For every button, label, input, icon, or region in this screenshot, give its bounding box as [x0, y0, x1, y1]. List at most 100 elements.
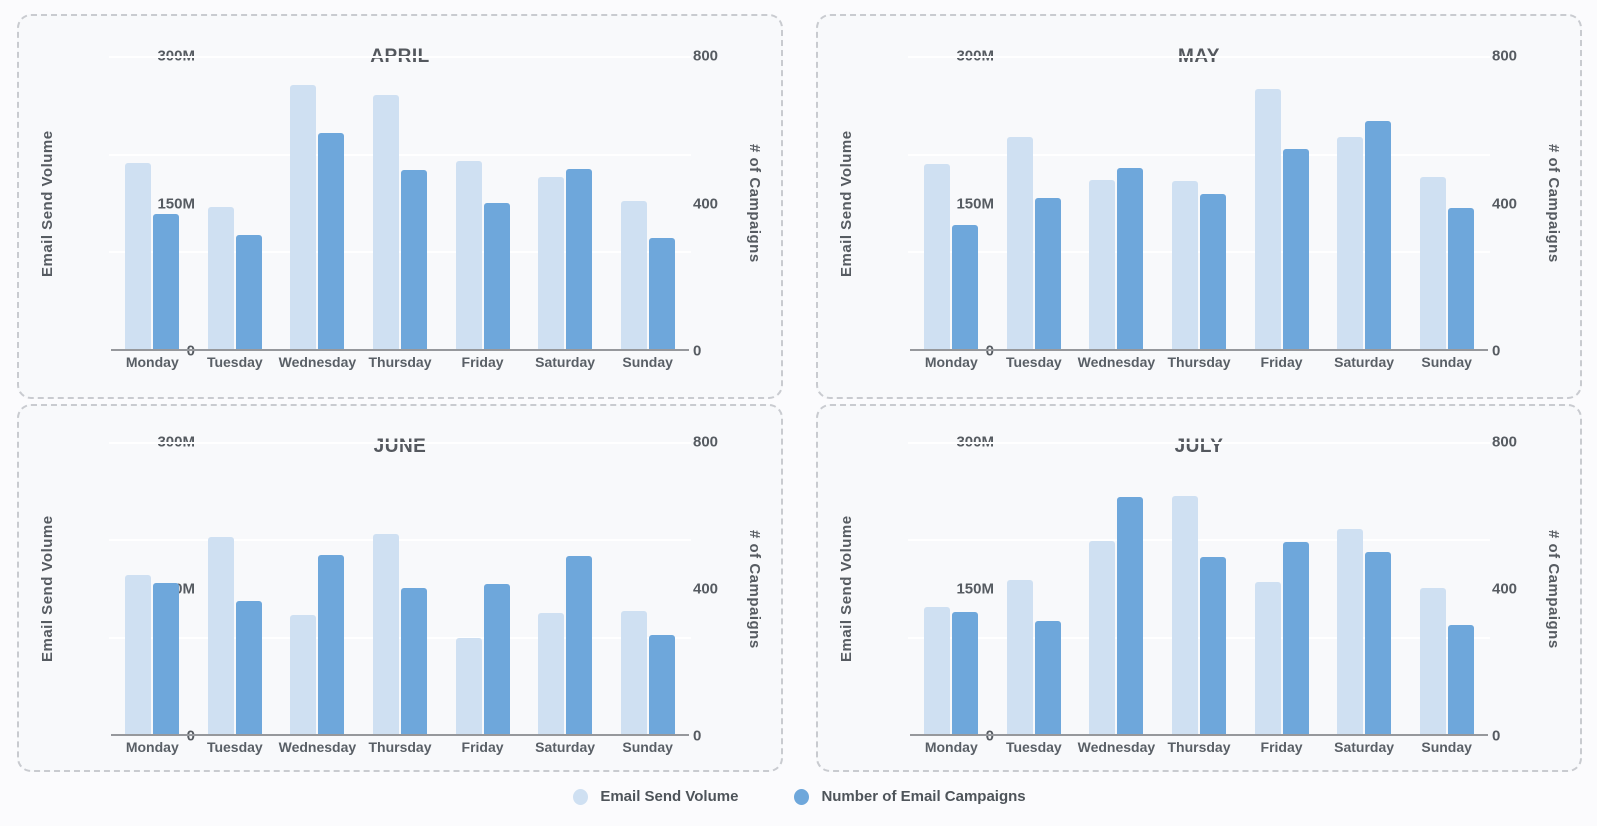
bar-email-send-volume-monday[interactable] [125, 163, 152, 349]
bar-email-send-volume-wednesday[interactable] [1089, 180, 1116, 349]
bar-email-send-volume-saturday[interactable] [538, 177, 565, 349]
bar-campaigns-monday[interactable] [153, 582, 180, 734]
bar-group-monday: Monday [924, 442, 979, 755]
bar-email-send-volume-thursday[interactable] [1171, 181, 1198, 349]
bar-group-wednesday: Wednesday [279, 442, 356, 755]
x-tick-label: Friday [1260, 739, 1303, 755]
right-axis-tick: 0 [693, 342, 702, 360]
bar-campaigns-thursday[interactable] [400, 169, 427, 349]
bar-group-monday: Monday [924, 56, 979, 370]
bar-email-send-volume-sunday[interactable] [1419, 177, 1446, 349]
bar-campaigns-tuesday[interactable] [1034, 198, 1061, 349]
bar-campaigns-tuesday[interactable] [235, 601, 262, 734]
bar-group-wednesday: Wednesday [1078, 56, 1155, 370]
bar-group-tuesday: Tuesday [207, 56, 263, 370]
bar-campaigns-sunday[interactable] [648, 238, 675, 349]
bar-group-thursday: Thursday [1167, 56, 1230, 370]
bar-campaigns-thursday[interactable] [400, 588, 427, 734]
bar-group-monday: Monday [125, 442, 180, 755]
bar-email-send-volume-sunday[interactable] [620, 200, 647, 349]
bar-campaigns-monday[interactable] [952, 612, 979, 734]
bar-campaigns-saturday[interactable] [1365, 552, 1392, 734]
bar-campaigns-sunday[interactable] [1447, 207, 1474, 349]
bar-email-send-volume-sunday[interactable] [1419, 588, 1446, 734]
right-axis-ticks: 800 400 0 [693, 48, 779, 360]
bar-email-send-volume-monday[interactable] [924, 164, 951, 349]
bar-campaigns-thursday[interactable] [1199, 556, 1226, 734]
bar-email-send-volume-tuesday[interactable] [1006, 580, 1033, 734]
plot-area: Monday Tuesday Wednesday Thursday Friday Satu… [109, 442, 691, 755]
bar-email-send-volume-saturday[interactable] [1337, 137, 1364, 349]
left-axis-ticks: 300M 150M 0 [23, 434, 195, 745]
bar-email-send-volume-friday[interactable] [1254, 582, 1281, 734]
bar-campaigns-tuesday[interactable] [235, 235, 262, 349]
x-tick-label: Tuesday [1005, 354, 1062, 370]
bar-email-send-volume-tuesday[interactable] [207, 537, 234, 734]
legend-label: Email Send Volume [600, 788, 739, 805]
bar-email-send-volume-friday[interactable] [455, 637, 482, 734]
bar-campaigns-friday[interactable] [1282, 149, 1309, 349]
right-axis-label: # of Campaigns [746, 144, 763, 263]
bar-group-wednesday: Wednesday [279, 56, 356, 370]
bar-campaigns-sunday[interactable] [648, 635, 675, 734]
right-axis-tick: 400 [1492, 580, 1518, 598]
bar-email-send-volume-thursday[interactable] [372, 533, 399, 734]
x-tick-label: Monday [125, 739, 179, 755]
bar-campaigns-thursday[interactable] [1199, 194, 1226, 349]
bar-campaigns-wednesday[interactable] [318, 554, 345, 734]
bar-campaigns-sunday[interactable] [1447, 624, 1474, 734]
bar-email-send-volume-tuesday[interactable] [207, 207, 234, 349]
x-tick-label: Saturday [1334, 739, 1395, 755]
x-tick-label: Wednesday [1077, 354, 1156, 370]
bar-group-friday: Friday [455, 442, 510, 755]
x-tick-label: Tuesday [1005, 739, 1062, 755]
bar-campaigns-friday[interactable] [483, 584, 510, 734]
left-axis-tick: 150M [956, 580, 994, 598]
bar-campaigns-friday[interactable] [1282, 541, 1309, 734]
bar-email-send-volume-friday[interactable] [455, 160, 482, 349]
bar-email-send-volume-monday[interactable] [125, 575, 152, 734]
legend: Email Send Volume Number of Email Campai… [17, 788, 1582, 805]
bar-email-send-volume-wednesday[interactable] [290, 85, 317, 349]
bar-email-send-volume-wednesday[interactable] [290, 615, 317, 734]
bar-email-send-volume-sunday[interactable] [620, 611, 647, 734]
bar-group-saturday: Saturday [535, 56, 595, 370]
bar-group-saturday: Saturday [1334, 56, 1394, 370]
bar-email-send-volume-saturday[interactable] [538, 613, 565, 734]
left-axis-tick: 0 [985, 342, 994, 360]
bar-campaigns-monday[interactable] [153, 213, 180, 349]
x-tick-label: Sunday [622, 739, 673, 755]
bar-campaigns-saturday[interactable] [566, 555, 593, 734]
bar-email-send-volume-thursday[interactable] [1171, 495, 1198, 734]
plot-area: Monday Tuesday Wednesday Thursday Friday Satu… [908, 442, 1490, 755]
bar-campaigns-wednesday[interactable] [1117, 168, 1144, 349]
bar-campaigns-saturday[interactable] [1365, 121, 1392, 349]
bar-campaigns-wednesday[interactable] [1117, 497, 1144, 734]
bar-group-thursday: Thursday [368, 442, 431, 755]
bar-campaigns-monday[interactable] [952, 225, 979, 349]
right-axis-tick: 400 [693, 580, 719, 598]
bar-email-send-volume-wednesday[interactable] [1089, 541, 1116, 734]
x-tick-label: Sunday [1421, 354, 1472, 370]
left-axis-label: Email Send Volume [838, 130, 855, 277]
bar-email-send-volume-saturday[interactable] [1337, 528, 1364, 734]
bar-campaigns-wednesday[interactable] [318, 132, 345, 349]
x-tick-label: Saturday [535, 739, 596, 755]
bar-email-send-volume-tuesday[interactable] [1006, 137, 1033, 349]
right-axis-tick: 400 [693, 195, 719, 212]
left-axis-tick: 0 [985, 727, 994, 745]
x-tick-label: Friday [461, 354, 504, 370]
x-tick-label: Wednesday [278, 354, 357, 370]
bar-email-send-volume-friday[interactable] [1254, 89, 1281, 349]
bar-campaigns-tuesday[interactable] [1034, 621, 1061, 734]
bar-campaigns-saturday[interactable] [566, 168, 593, 349]
x-tick-label: Wednesday [278, 739, 357, 755]
right-axis-label: # of Campaigns [1545, 529, 1562, 649]
bar-campaigns-friday[interactable] [483, 203, 510, 349]
bar-email-send-volume-monday[interactable] [924, 607, 951, 734]
gridline [109, 636, 691, 639]
right-axis-tick: 800 [693, 433, 719, 451]
plot-area: Monday Tuesday Wednesday Thursday Friday Satu… [908, 56, 1490, 370]
bar-email-send-volume-thursday[interactable] [372, 95, 399, 349]
left-axis-ticks: 300M 150M 0 [822, 434, 994, 745]
